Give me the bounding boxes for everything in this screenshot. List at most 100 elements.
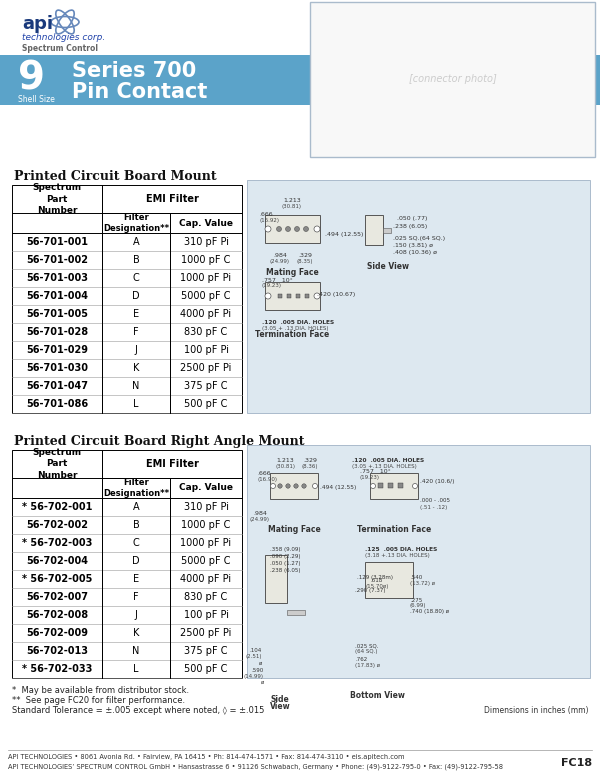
Text: .666: .666: [259, 212, 272, 217]
Text: technologies corp.: technologies corp.: [22, 33, 105, 42]
Text: K: K: [133, 363, 139, 373]
Text: 56-702-007: 56-702-007: [26, 592, 88, 602]
Text: C: C: [133, 538, 139, 548]
Text: .025 SQ.: .025 SQ.: [355, 643, 379, 648]
Text: Spectrum Control: Spectrum Control: [22, 44, 98, 53]
Circle shape: [304, 227, 308, 231]
Text: N: N: [133, 646, 140, 656]
Bar: [365, 215, 383, 245]
Bar: [12, 185, 242, 413]
Circle shape: [278, 483, 282, 488]
Text: .494 (12.55): .494 (12.55): [320, 485, 356, 490]
Bar: [12, 359, 242, 377]
Text: Mating Face: Mating Face: [266, 268, 319, 277]
Text: 500 pF C: 500 pF C: [184, 399, 227, 409]
Text: (30.81): (30.81): [275, 464, 295, 469]
Text: L: L: [133, 664, 139, 674]
Text: Pin Contact: Pin Contact: [72, 82, 208, 102]
Text: A: A: [133, 237, 139, 247]
Text: Side: Side: [271, 695, 289, 704]
Text: .540: .540: [410, 575, 422, 580]
Text: 1000 pF C: 1000 pF C: [181, 520, 230, 530]
Bar: [305, 294, 309, 298]
Text: .420 (10.6/): .420 (10.6/): [420, 479, 455, 484]
Text: (3.05 + .13 DIA. HOLES): (3.05 + .13 DIA. HOLES): [262, 326, 329, 331]
Bar: [265, 282, 320, 310]
Text: 100 pF Pi: 100 pF Pi: [184, 610, 229, 620]
Text: * 56-702-033: * 56-702-033: [22, 664, 92, 674]
Text: 830 pF C: 830 pF C: [184, 592, 227, 602]
Text: .120  .005 DIA. HOLES: .120 .005 DIA. HOLES: [262, 320, 334, 325]
Circle shape: [314, 226, 320, 232]
Bar: [12, 269, 242, 287]
Text: Cap. Value: Cap. Value: [179, 219, 233, 227]
Text: F: F: [133, 592, 139, 602]
Text: (8.36): (8.36): [302, 464, 318, 469]
Text: 56-702-004: 56-702-004: [26, 556, 88, 566]
Text: F: F: [133, 327, 139, 337]
Bar: [12, 534, 242, 552]
Text: Series 700: Series 700: [72, 61, 196, 81]
Text: N: N: [133, 381, 140, 391]
Circle shape: [294, 483, 298, 488]
Text: 56-701-047: 56-701-047: [26, 381, 88, 391]
Text: 56-702-008: 56-702-008: [26, 610, 88, 620]
Bar: [383, 228, 391, 233]
Text: (8.35): (8.35): [297, 259, 313, 264]
Text: 4000 pF Pi: 4000 pF Pi: [181, 309, 232, 319]
Text: View: View: [269, 702, 290, 711]
Bar: [0, 55, 600, 105]
Bar: [398, 483, 403, 488]
Text: 56-701-029: 56-701-029: [26, 345, 88, 355]
Text: .275: .275: [410, 598, 422, 603]
Text: .329: .329: [298, 253, 312, 258]
Circle shape: [295, 227, 299, 231]
Text: **  See page FC20 for filter performance.: ** See page FC20 for filter performance.: [12, 696, 185, 705]
Bar: [247, 180, 590, 413]
Text: .025 SQ.(64 SQ.): .025 SQ.(64 SQ.): [393, 236, 445, 241]
Text: (3.05 +.13 DIA. HOLES): (3.05 +.13 DIA. HOLES): [352, 464, 417, 469]
Text: ø: ø: [259, 661, 262, 666]
Text: (64 SQ.): (64 SQ.): [355, 649, 377, 654]
Text: A: A: [133, 502, 139, 512]
Text: (6.99): (6.99): [410, 603, 427, 608]
Text: 5000 pF C: 5000 pF C: [181, 556, 231, 566]
Bar: [278, 294, 282, 298]
Text: Printed Circuit Board Right Angle Mount: Printed Circuit Board Right Angle Mount: [14, 435, 305, 448]
Bar: [270, 473, 318, 499]
Text: 5000 pF C: 5000 pF C: [181, 291, 231, 301]
Text: EMI Filter: EMI Filter: [146, 194, 199, 204]
Text: *  May be available from distributor stock.: * May be available from distributor stoc…: [12, 686, 189, 695]
Text: J: J: [134, 345, 137, 355]
Text: .150 (3.81) ø: .150 (3.81) ø: [393, 243, 433, 248]
Text: 830 pF C: 830 pF C: [184, 327, 227, 337]
Bar: [265, 555, 287, 603]
Circle shape: [286, 483, 290, 488]
Text: Cap. Value: Cap. Value: [179, 483, 233, 493]
Text: B: B: [133, 520, 139, 530]
Bar: [12, 450, 242, 678]
Text: 2500 pF Pi: 2500 pF Pi: [181, 363, 232, 373]
Text: .125  .005 DIA. HOLES: .125 .005 DIA. HOLES: [365, 547, 437, 552]
Text: .408 (10.36) ø: .408 (10.36) ø: [393, 250, 437, 255]
Text: (14.99): (14.99): [244, 674, 264, 679]
Text: .420 (10.67): .420 (10.67): [317, 292, 355, 297]
Circle shape: [265, 226, 271, 232]
Text: Mating Face: Mating Face: [268, 525, 320, 534]
Text: .000 - .005: .000 - .005: [420, 498, 450, 503]
Text: 310 pF Pi: 310 pF Pi: [184, 502, 229, 512]
Circle shape: [265, 293, 271, 299]
Text: 9: 9: [18, 59, 45, 97]
Text: 56-701-004: 56-701-004: [26, 291, 88, 301]
Bar: [287, 294, 291, 298]
Text: .238 (6.05): .238 (6.05): [393, 224, 427, 229]
Text: Shell Size: Shell Size: [18, 95, 55, 104]
Text: 1.213: 1.213: [276, 458, 294, 463]
Text: API TECHNOLOGIES • 8061 Avonia Rd. • Fairview, PA 16415 • Ph: 814-474-1571 • Fax: API TECHNOLOGIES • 8061 Avonia Rd. • Fai…: [8, 754, 404, 760]
Text: B: B: [133, 255, 139, 265]
Circle shape: [314, 293, 320, 299]
Text: (19.23): (19.23): [360, 475, 380, 480]
Text: .590: .590: [252, 668, 264, 673]
Text: (16.90): (16.90): [257, 477, 277, 482]
Text: 56-701-003: 56-701-003: [26, 273, 88, 283]
